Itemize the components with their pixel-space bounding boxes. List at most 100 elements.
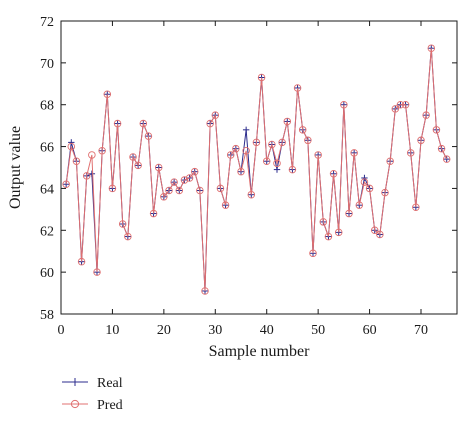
data-point-pred [340,100,348,109]
data-point-pred [293,84,302,92]
data-point-pred [401,100,410,109]
data-point-pred [381,188,389,197]
data-point-pred [201,287,209,295]
data-point-real [242,126,250,134]
data-point-pred [298,126,307,134]
y-tick-label: 60 [40,266,54,281]
data-point-pred [360,178,369,186]
data-point-pred [304,136,312,145]
series-line-real [65,48,448,292]
legend-item-pred: Pred [62,398,123,413]
data-point-pred [216,184,225,193]
data-point-pred [180,176,189,184]
x-tick-label: 40 [260,323,274,338]
data-point-pred [309,249,317,258]
data-point-pred [396,100,405,109]
data-point-pred [165,186,173,195]
legend-real-label: Real [97,376,123,391]
data-point-pred [124,232,132,241]
data-point-pred [278,138,286,147]
data-point-pred [237,167,245,176]
data-point-pred [417,136,425,145]
data-point-pred [334,228,343,237]
x-axis-ticks: 0 10 20 30 40 50 60 70 [58,21,428,338]
data-point-pred [288,165,297,174]
data-point-pred [273,159,281,168]
data-point-pred [370,226,379,235]
data-point-pred [93,268,101,276]
data-point-pred [185,174,194,182]
y-tick-label: 70 [40,57,54,72]
data-point-pred [427,44,436,52]
data-point-pred [206,119,214,128]
plot-marks [62,44,451,295]
x-axis-label: Sample number [209,343,311,360]
data-point-pred [62,180,70,188]
data-point-pred [211,111,220,119]
x-tick-label: 60 [363,323,377,338]
data-point-pred [160,193,168,201]
legend-item-real: Real [62,376,123,391]
data-point-real [361,174,368,182]
data-point-pred [118,220,127,228]
data-point-pred [268,140,276,149]
data-point-pred [319,218,328,226]
legend-pred-label: Pred [97,398,123,413]
data-point-pred [355,201,364,209]
y-tick-label: 64 [40,182,54,197]
data-point-pred [442,155,451,163]
series-line-pred [65,48,448,292]
x-tick-label: 50 [311,323,325,338]
data-point-pred [149,209,158,218]
plot-frame [60,20,458,315]
data-point-pred [175,186,184,195]
data-point-pred [134,161,142,170]
data-point-pred [242,147,250,155]
data-point-pred [432,126,441,134]
data-point-pred [391,105,400,113]
data-point-pred [82,172,91,180]
data-point-pred [252,138,261,147]
x-tick-label: 30 [208,323,222,338]
data-point-pred [129,153,137,161]
data-point-pred [144,132,153,140]
data-point-pred [103,90,112,98]
data-point-pred [329,170,338,178]
y-tick-label: 72 [40,15,54,30]
data-point-pred [190,167,199,176]
legend: Real Pred [62,376,123,413]
data-point-pred [386,157,394,165]
y-axis-ticks: 58 60 62 64 66 68 70 72 [40,15,457,323]
x-tick-label: 70 [414,323,428,338]
data-point-pred [67,142,76,151]
data-point-pred [350,149,358,157]
legend-pred-marker [70,399,80,409]
data-point-pred [98,147,106,155]
y-tick-label: 66 [40,141,54,156]
data-point-pred [376,230,384,239]
data-point-pred [406,149,415,157]
data-point-pred [422,111,430,119]
data-point-pred [139,119,148,128]
data-point-pred [108,184,117,193]
y-tick-label: 62 [40,224,54,239]
y-tick-label: 58 [40,308,54,323]
data-point-pred [257,73,266,82]
data-point-pred [437,144,446,153]
data-point-pred [247,190,256,199]
data-point-pred [262,157,271,165]
data-point-pred [324,232,333,241]
data-point-pred [196,186,204,195]
y-axis-label: Output value [7,126,24,209]
data-point-pred [88,151,96,159]
data-point-pred [314,151,322,159]
data-point-pred [365,184,374,193]
x-tick-label: 0 [58,323,65,338]
y-tick-label: 68 [40,99,54,114]
data-point-pred [170,178,178,186]
x-tick-label: 10 [105,323,119,338]
data-point-pred [113,119,122,128]
data-point-pred [77,257,86,266]
data-point-pred [345,209,353,218]
